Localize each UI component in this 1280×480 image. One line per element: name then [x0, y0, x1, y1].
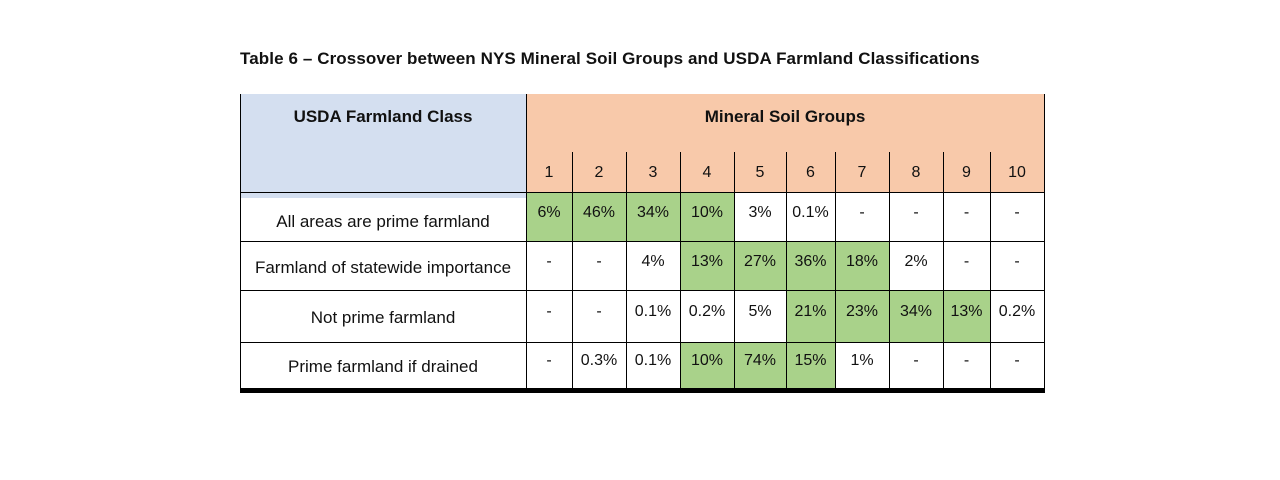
- table-cell: 27%: [734, 241, 786, 290]
- grid-line: [1044, 94, 1045, 388]
- table-cell: 1%: [850, 352, 874, 369]
- grid-line: [240, 290, 1044, 291]
- table-cell: -: [859, 203, 865, 221]
- column-header-7: 7: [835, 152, 889, 192]
- table-cell: 23%: [835, 290, 889, 342]
- grid-line: [680, 152, 681, 388]
- table-cell: 21%: [786, 290, 835, 342]
- grid-line: [835, 152, 836, 388]
- table-cell: 4%: [641, 252, 665, 270]
- table-cell: 0.2%: [998, 303, 1036, 320]
- row-label: Not prime farmland: [310, 308, 456, 327]
- table-cell: 46%: [572, 192, 626, 241]
- table-caption: Table 6 – Crossover between NYS Mineral …: [240, 49, 980, 68]
- column-header-1: 1: [526, 152, 572, 192]
- table-cell: 2%: [904, 252, 928, 270]
- table-cell: 0.1%: [792, 203, 829, 221]
- grid-line: [943, 152, 944, 388]
- grid-line: [990, 152, 991, 388]
- row-label: Farmland of statewide importance: [254, 257, 512, 277]
- table-bottom-rule: [240, 388, 1045, 393]
- group-header-cell: Mineral Soil Groups: [526, 94, 1044, 152]
- table-cell: -: [1014, 352, 1020, 369]
- table-cell: -: [596, 303, 602, 320]
- table-cell: -: [913, 352, 919, 369]
- table-cell: 18%: [835, 241, 889, 290]
- table-cell: 6%: [526, 192, 572, 241]
- table-cell: 74%: [734, 342, 786, 388]
- column-header-9: 9: [943, 152, 990, 192]
- table-cell: 0.2%: [688, 303, 726, 320]
- grid-line: [240, 241, 1044, 242]
- table-cell: 36%: [786, 241, 835, 290]
- row-header-cell: USDA Farmland Class: [240, 94, 526, 198]
- table-cell: 13%: [943, 290, 990, 342]
- column-header-3: 3: [626, 152, 680, 192]
- table-cell: -: [1014, 203, 1020, 221]
- crossover-table: USDA Farmland Class Mineral Soil Groups 1 2…: [240, 94, 1045, 394]
- table-cell: -: [546, 252, 552, 270]
- table-cell: 5%: [748, 303, 772, 320]
- grid-line: [734, 152, 735, 388]
- column-header-6: 6: [786, 152, 835, 192]
- table-cell: -: [913, 203, 919, 221]
- table-cell: -: [1014, 252, 1020, 270]
- row-label: Prime farmland if drained: [288, 357, 478, 376]
- grid-line: [786, 152, 787, 388]
- table-cell: 0.1%: [634, 352, 672, 369]
- column-header-2: 2: [572, 152, 626, 192]
- column-header-5: 5: [734, 152, 786, 192]
- table-cell: 0.3%: [580, 352, 618, 369]
- column-header-8: 8: [889, 152, 943, 192]
- table-cell: 13%: [680, 241, 734, 290]
- table-cell: 34%: [626, 192, 680, 241]
- grid-line: [626, 152, 627, 388]
- grid-line: [240, 342, 1044, 343]
- column-header-4: 4: [680, 152, 734, 192]
- table-cell: -: [963, 352, 970, 369]
- table-cell: -: [963, 203, 970, 221]
- row-label: All areas are prime farmland: [240, 198, 526, 241]
- table-cell: 34%: [889, 290, 943, 342]
- table-cell: -: [596, 252, 602, 270]
- table-cell: 10%: [680, 192, 734, 241]
- table-cell: 10%: [680, 342, 734, 388]
- grid-line: [889, 152, 890, 388]
- grid-line: [572, 152, 573, 388]
- table-cell: 15%: [786, 342, 835, 388]
- table-cell: -: [963, 252, 970, 270]
- table-cell: -: [546, 303, 552, 320]
- grid-line: [240, 192, 1044, 193]
- table-cell: -: [546, 352, 552, 369]
- table-cell: 0.1%: [634, 303, 672, 320]
- column-header-10: 10: [990, 152, 1044, 192]
- table-cell: 3%: [748, 203, 772, 221]
